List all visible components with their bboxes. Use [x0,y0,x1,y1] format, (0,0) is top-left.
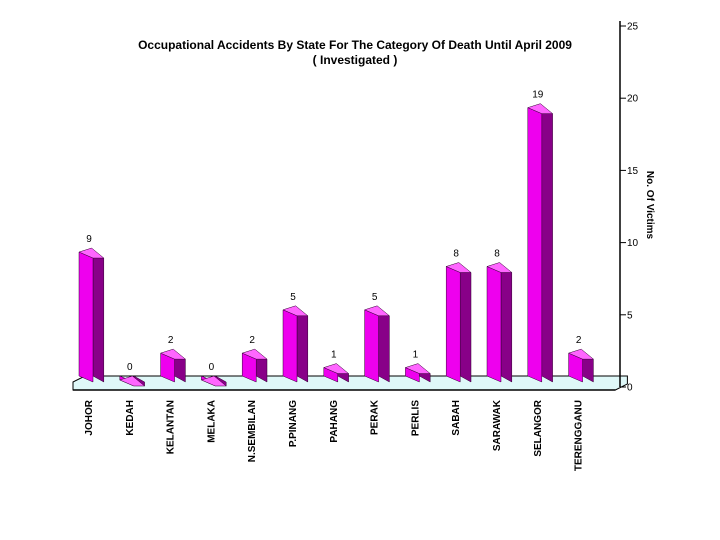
bar-top-face [445,262,472,273]
data-label: 2 [168,335,174,346]
bar-front-face [78,251,94,383]
x-tick-label: KEDAH [125,400,136,436]
bar-kedah [119,375,146,387]
data-label: 0 [209,362,215,373]
bar-melaka [200,375,227,387]
y-tick-label: 10 [627,238,639,249]
data-label: 1 [413,350,419,361]
bar-terengganu [567,348,595,383]
bar-front-face [527,107,543,383]
x-tick-label: PERAK [370,399,381,435]
data-label: 0 [127,362,133,373]
bar-top-face [200,375,227,387]
x-tick-label: PERLIS [410,400,421,436]
bar-top-face [78,247,105,259]
x-tick-label: TERENGGANU [574,400,585,471]
bar-sarawak [486,262,513,383]
bar-top-face [567,348,595,360]
data-label: 19 [532,90,544,101]
bar-front-face [364,309,379,383]
data-label: 9 [86,234,92,245]
y-tick-label: 0 [627,383,633,394]
data-label: 2 [249,335,255,346]
bar-top-face [363,305,391,317]
bar-side-face [378,309,390,383]
y-tick-label: 15 [627,166,639,177]
data-label: 8 [453,248,459,259]
bar-side-face [541,107,553,383]
x-tick-label: PAHANG [329,400,340,443]
data-label: 1 [331,350,337,361]
bar-top-face [486,262,513,273]
data-label: 5 [372,292,378,303]
bar-top-face [404,363,431,374]
y-axis-label: No. Of Victims [644,171,655,240]
chart-subtitle: ( Investigated ) [313,53,398,67]
bar-sabah [445,262,472,383]
bar-perak [363,305,391,383]
data-label: 5 [290,292,296,303]
bar-top-face [282,305,309,317]
x-tick-label: SABAH [451,400,462,436]
bar-johor [78,247,105,383]
x-tick-label: JOHOR [84,399,95,435]
chart-floor [72,375,628,391]
bar-side-face [296,309,309,383]
bar-top-face [241,348,268,360]
bar-top-face [527,103,554,114]
x-tick-label: SARAWAK [492,399,503,451]
bar-ppinang [282,305,309,383]
bar-side-face [92,251,105,383]
x-tick-label: MELAKA [206,400,217,443]
x-tick-label: P.PINANG [288,400,299,447]
bar-selangor [527,103,554,383]
x-tick-label: KELANTAN [166,400,177,454]
y-tick-label: 5 [627,310,633,321]
bar-top-face [119,375,146,387]
bar-front-face [486,266,502,383]
bar-top-face [323,363,350,374]
bar-front-face [282,309,298,383]
x-tick-label: N.SEMBILAN [247,400,258,462]
y-tick-label: 20 [627,94,639,105]
bar-perlis [404,363,431,383]
data-label: 8 [494,248,500,259]
bar-side-face [459,266,472,383]
bar-front-face [445,266,461,383]
chart-title: Occupational Accidents By State For The … [138,38,572,52]
y-tick-label: 25 [627,22,639,33]
bar-kelantan [159,348,187,383]
x-tick-label: SELANGOR [533,399,544,456]
data-label: 2 [576,335,582,346]
bar-top-face [159,348,187,360]
bar-pahang [323,363,350,383]
bar-side-face [500,266,513,383]
bar-nsembilan [241,348,268,383]
